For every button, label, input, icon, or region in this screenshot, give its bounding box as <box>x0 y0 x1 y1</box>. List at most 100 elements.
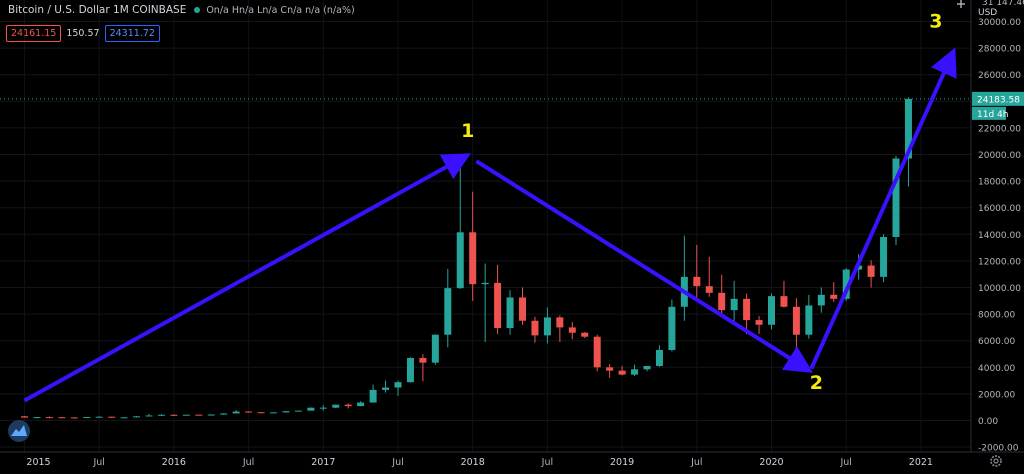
candle-body <box>120 417 128 419</box>
annotation-label: 2 <box>810 372 823 394</box>
candle-body <box>232 411 240 414</box>
time-tick-label: Jul <box>839 457 851 468</box>
candle-body <box>419 357 427 363</box>
price-tick-label: 26000.00 <box>978 71 1021 81</box>
candle-body <box>892 158 900 237</box>
time-tick-label: Jul <box>92 457 104 468</box>
spread-value: 150.57 <box>66 28 100 39</box>
countdown-label: 11d 4h <box>977 110 1008 120</box>
candle-body <box>469 232 477 285</box>
currency-label: USD <box>978 8 997 18</box>
candle-body <box>556 317 564 328</box>
candle-body <box>307 407 315 411</box>
candle-body <box>406 357 414 383</box>
ohlc-values: On/a Hn/a Ln/a Cn/a n/a (n/a%) <box>206 5 355 16</box>
candle-body <box>780 296 788 307</box>
candle-body <box>444 288 452 335</box>
candle-body <box>369 389 377 403</box>
candle-body <box>568 327 576 333</box>
candle-body <box>357 402 365 407</box>
candle-body <box>904 98 912 159</box>
countdown-tag <box>972 106 1006 120</box>
candle-body <box>519 297 526 321</box>
candle-body <box>257 412 265 414</box>
candle-body <box>531 320 539 336</box>
plus-icon[interactable] <box>957 0 965 8</box>
price-tick-label: 16000.00 <box>978 204 1021 214</box>
candle-body <box>481 282 489 285</box>
candle-body <box>618 370 626 375</box>
price-tick-label: 2000.00 <box>978 390 1015 400</box>
candle-body <box>755 320 763 325</box>
candle-body <box>58 417 66 419</box>
candle-body <box>382 387 390 390</box>
time-axis[interactable]: 2015 Jul 2016 Jul 2017 Jul 2018 Jul 2019 Jul 2020 J… <box>0 451 1024 468</box>
candle-body <box>394 382 402 388</box>
candle-body <box>743 298 751 321</box>
candle-body <box>108 416 116 418</box>
candle-body <box>494 282 502 329</box>
candle-body <box>730 298 738 311</box>
candle-body <box>768 296 775 325</box>
grid-lines <box>0 0 971 452</box>
candle-body <box>344 404 352 407</box>
market-status-icon <box>194 7 201 13</box>
trend-arrow <box>809 47 957 370</box>
candle-body <box>606 367 614 371</box>
time-tick-label: 2017 <box>311 457 335 468</box>
time-tick-label: 2020 <box>759 457 783 468</box>
annotation-label: 1 <box>461 120 474 142</box>
candle-body <box>830 294 838 299</box>
price-tick-label: 0.00 <box>978 417 998 427</box>
price-axis[interactable]: 30000.0028000.0026000.0024000.0022000.00… <box>970 0 1024 454</box>
time-tick-label: 2016 <box>162 457 186 468</box>
price-tick-label: 14000.00 <box>978 231 1021 241</box>
candle-body <box>842 269 850 299</box>
tradingview-logo-icon[interactable] <box>8 420 30 442</box>
arrows-layer <box>23 47 957 403</box>
candle-body <box>643 365 651 370</box>
sell-price-box[interactable]: 24161.15 <box>6 25 62 42</box>
candle-body <box>880 236 888 277</box>
candle-body <box>45 417 53 419</box>
price-tick-label: 22000.00 <box>978 124 1021 134</box>
price-tick-label: 12000.00 <box>978 257 1021 267</box>
time-tick-label: 2021 <box>909 457 933 468</box>
candle-body <box>593 336 601 368</box>
candle-body <box>693 276 701 287</box>
time-tick-label: Jul <box>242 457 254 468</box>
candle-body <box>157 414 165 416</box>
price-tick-label: 28000.00 <box>978 45 1021 55</box>
candle-body <box>792 306 800 335</box>
candle-body <box>817 294 825 306</box>
candle-body <box>207 414 215 416</box>
current-price-label: 24183.58 <box>977 95 1020 105</box>
candle-body <box>506 297 514 329</box>
candles-layer <box>21 97 912 419</box>
candle-body <box>705 286 713 293</box>
buy-price-box[interactable]: 24311.72 <box>104 25 160 42</box>
candle-body <box>21 416 28 418</box>
candle-body <box>133 416 141 418</box>
candle-body <box>805 305 813 335</box>
candle-body <box>170 414 178 416</box>
candle-body <box>282 411 290 413</box>
candle-body <box>631 369 639 375</box>
candle-body <box>655 350 663 366</box>
candle-body <box>867 265 875 277</box>
candle-body <box>182 414 190 416</box>
candle-body <box>543 317 551 336</box>
price-tick-label: -2000.00 <box>978 444 1019 454</box>
time-tick-label: Jul <box>690 457 702 468</box>
candle-body <box>668 306 676 351</box>
candle-body <box>270 412 277 414</box>
price-tick-label: 4000.00 <box>978 364 1015 374</box>
gear-icon[interactable] <box>990 455 1002 467</box>
candle-body <box>581 332 589 337</box>
time-tick-label: Jul <box>541 457 553 468</box>
symbol-title[interactable]: Bitcoin / U.S. Dollar 1M COINBASE <box>8 4 187 16</box>
trend-arrow <box>23 153 471 403</box>
annotation-label: 3 <box>929 10 942 32</box>
candle-body <box>70 417 78 419</box>
